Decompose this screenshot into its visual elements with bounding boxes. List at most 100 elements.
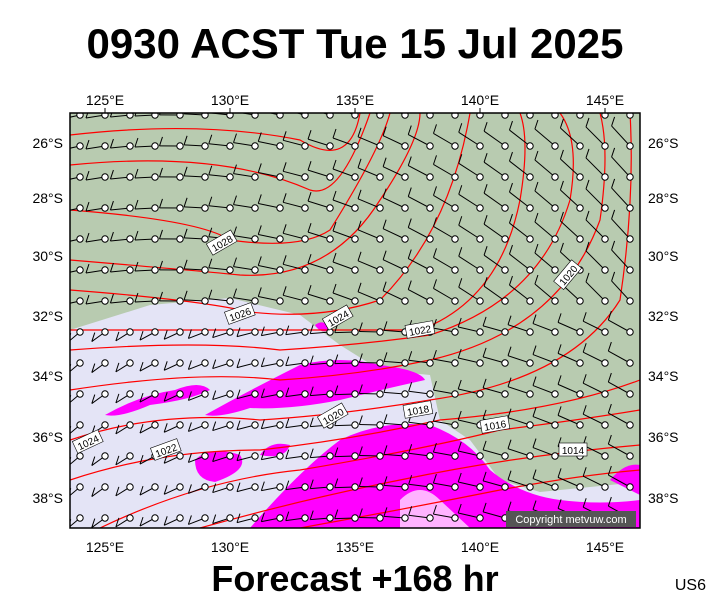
barb-station bbox=[451, 173, 459, 181]
barb-shaft bbox=[532, 478, 556, 488]
barb-flag bbox=[611, 209, 616, 220]
barb-flag bbox=[85, 139, 90, 150]
barb-station bbox=[201, 452, 209, 460]
barb-flag bbox=[383, 352, 388, 362]
barb-flag bbox=[139, 454, 144, 465]
barb-station bbox=[601, 483, 609, 491]
barb-flag bbox=[408, 351, 413, 361]
barb-shaft bbox=[611, 156, 631, 178]
barb-station bbox=[526, 421, 534, 429]
barb-station bbox=[76, 514, 84, 522]
barb-station bbox=[176, 452, 184, 460]
barb-flag bbox=[282, 193, 287, 203]
barb-station bbox=[451, 113, 459, 119]
barb-shaft bbox=[307, 169, 331, 178]
barb-station bbox=[501, 390, 509, 398]
barb-flag bbox=[534, 274, 539, 285]
barb-flag bbox=[557, 437, 562, 447]
barb-flag bbox=[358, 415, 363, 425]
barb-station bbox=[201, 173, 209, 181]
lon-label: 125°E bbox=[86, 539, 124, 555]
barb-station bbox=[126, 204, 134, 212]
barb-station bbox=[326, 483, 334, 491]
barb-flag bbox=[407, 187, 412, 197]
barb-station bbox=[176, 421, 184, 429]
lat-label: 30°S bbox=[32, 248, 63, 264]
barb-station bbox=[451, 483, 459, 491]
barb-station bbox=[576, 204, 584, 212]
barb-shaft bbox=[509, 160, 531, 178]
code-label: US6 bbox=[675, 577, 706, 594]
barb-flag bbox=[208, 196, 213, 206]
barb-flag bbox=[383, 414, 388, 424]
barb-flag bbox=[163, 330, 168, 340]
lon-label: 135°E bbox=[336, 539, 374, 555]
barb-shaft bbox=[458, 131, 481, 147]
barb-flag bbox=[433, 279, 437, 289]
barb-shaft bbox=[408, 227, 431, 240]
barb-shaft bbox=[282, 294, 306, 302]
lon-label: 125°E bbox=[86, 92, 124, 108]
barb-station bbox=[601, 328, 609, 336]
barb-station bbox=[251, 235, 259, 243]
barb-station bbox=[276, 452, 284, 460]
barb-station bbox=[126, 113, 134, 119]
barb-shaft bbox=[483, 192, 506, 209]
barb-flag bbox=[557, 468, 562, 478]
barb-flag bbox=[507, 470, 512, 480]
barb-station bbox=[551, 142, 559, 150]
barb-shaft bbox=[282, 139, 306, 147]
barb-flag bbox=[91, 363, 96, 373]
barb-shaft bbox=[585, 126, 606, 147]
barb-shaft bbox=[357, 260, 381, 271]
barb-flag bbox=[383, 445, 388, 455]
barb-station bbox=[626, 483, 634, 491]
barb-shaft bbox=[332, 261, 356, 271]
barb-station bbox=[501, 452, 509, 460]
barb-flag bbox=[163, 516, 168, 526]
barb-shaft bbox=[534, 252, 556, 271]
barb-flag bbox=[307, 160, 312, 171]
barb-flag bbox=[139, 330, 144, 341]
barb-flag bbox=[408, 506, 413, 516]
barb-station bbox=[451, 359, 459, 367]
barb-flag bbox=[582, 405, 587, 415]
barb-shaft bbox=[282, 263, 306, 271]
barb-station bbox=[151, 142, 159, 150]
barb-station bbox=[101, 421, 109, 429]
barb-station bbox=[326, 142, 334, 150]
lat-label: 32°S bbox=[648, 308, 679, 324]
barb-shaft bbox=[458, 512, 481, 519]
barb-station bbox=[176, 514, 184, 522]
barb-station bbox=[76, 173, 84, 181]
barb-shaft bbox=[507, 355, 531, 364]
barb-station bbox=[226, 421, 234, 429]
barb-flag bbox=[559, 242, 564, 253]
barb-station bbox=[376, 390, 384, 398]
barb-shaft bbox=[433, 132, 456, 147]
barb-shaft bbox=[321, 113, 331, 116]
barb-flag bbox=[109, 113, 113, 118]
barb-station bbox=[426, 235, 434, 243]
barb-flag bbox=[407, 249, 412, 259]
barb-flag bbox=[582, 312, 587, 322]
isobar-label-box bbox=[553, 259, 583, 291]
barb-station bbox=[101, 235, 109, 243]
barb-station bbox=[201, 483, 209, 491]
barb-station bbox=[551, 421, 559, 429]
barb-station bbox=[126, 235, 134, 243]
barb-station bbox=[526, 328, 534, 336]
barb-flag bbox=[382, 126, 387, 136]
barb-shaft bbox=[458, 357, 481, 364]
barb-station bbox=[326, 266, 334, 274]
barb-flag bbox=[285, 449, 290, 459]
barb-shaft bbox=[357, 229, 381, 240]
barb-station bbox=[426, 359, 434, 367]
barb-station bbox=[276, 390, 284, 398]
barb-flag bbox=[257, 163, 262, 173]
barb-flag bbox=[282, 131, 287, 141]
barb-station bbox=[226, 113, 234, 119]
barb-station bbox=[276, 514, 284, 522]
barb-flag bbox=[212, 390, 217, 400]
barb-shaft bbox=[585, 281, 606, 302]
